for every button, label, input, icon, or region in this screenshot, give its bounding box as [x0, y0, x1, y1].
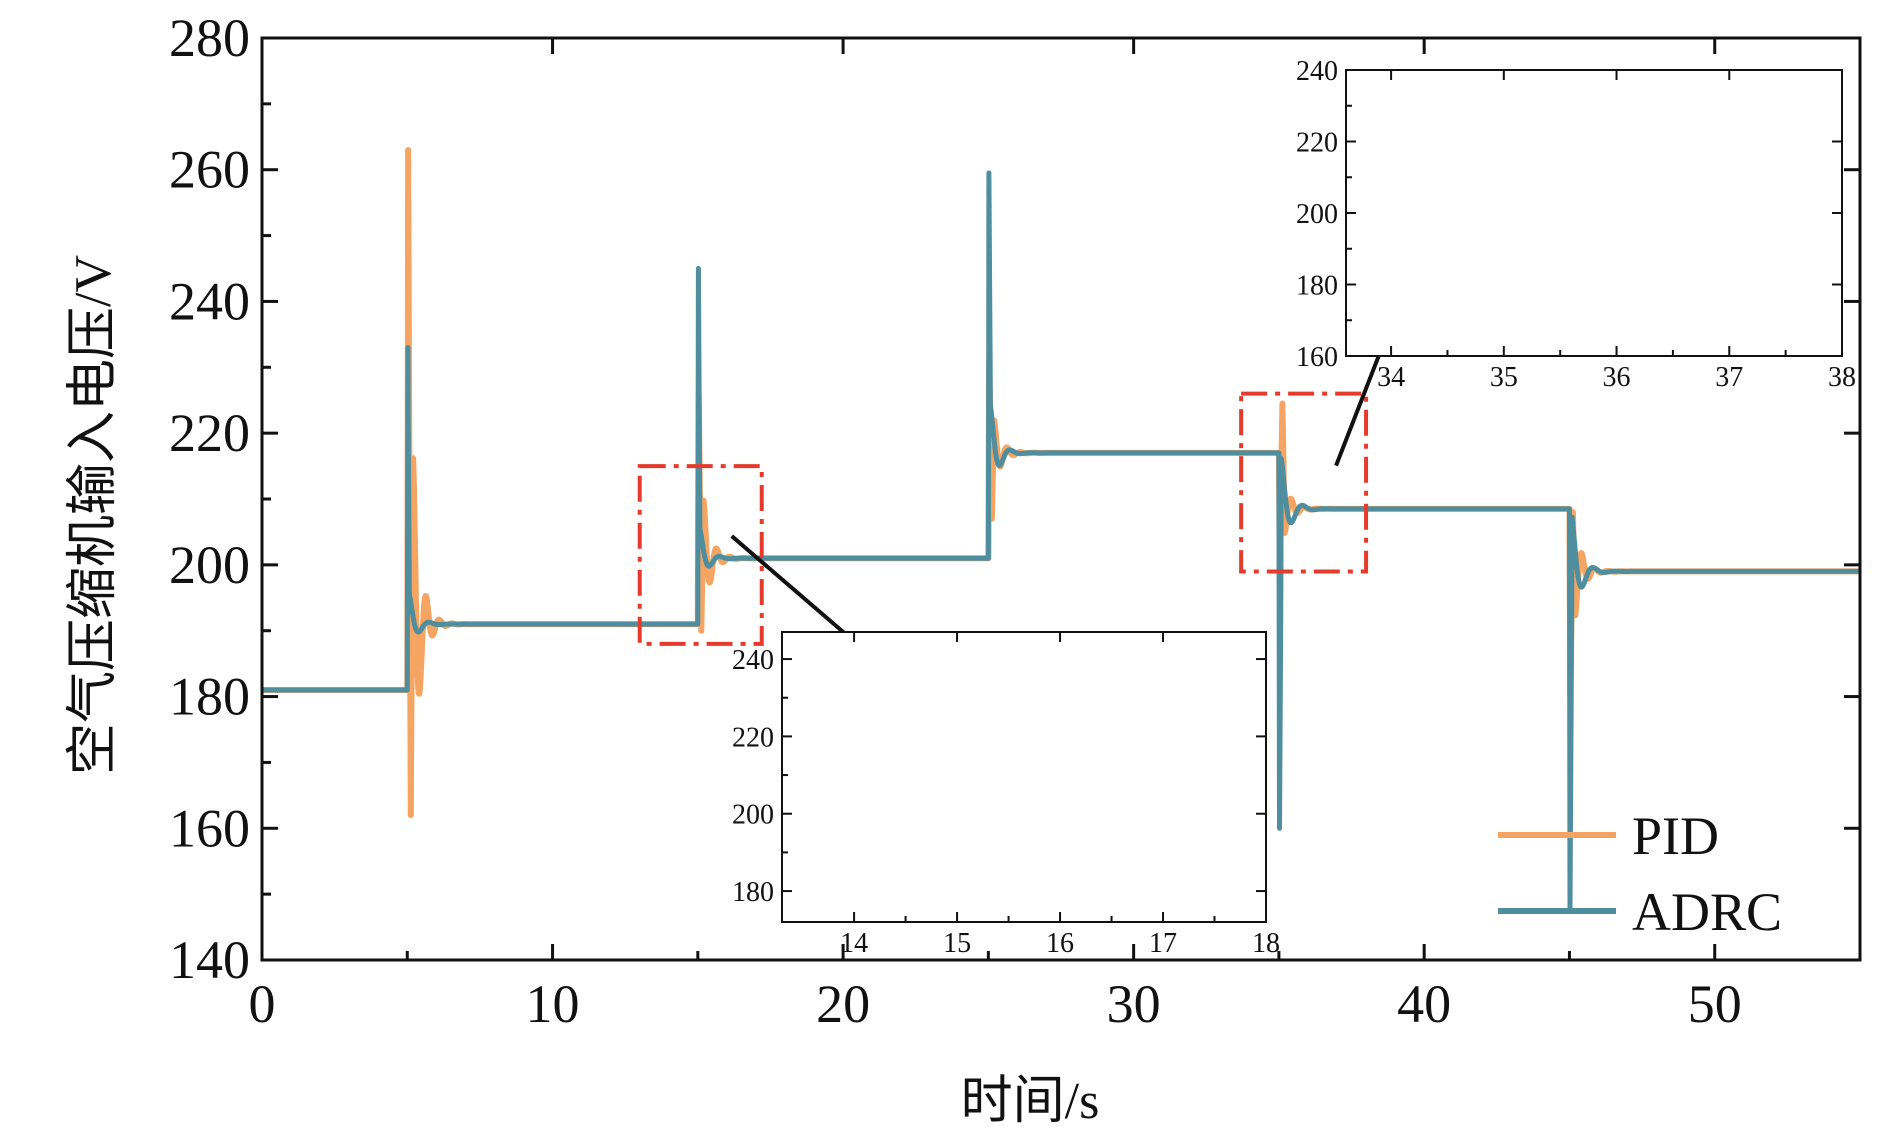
inset-axes: 14 15 16 17 18 180 200 220 240 — [732, 631, 1280, 959]
zoom-region-box-2 — [1239, 391, 1369, 574]
y-tick-label: 240 — [169, 271, 250, 331]
y-tick-label: 220 — [169, 403, 250, 463]
y-axis-title: 空气压缩机输入电压/V — [65, 255, 122, 775]
main-axes: 0 10 20 30 40 50 140 160 180 200 220 240 260 280 — [169, 8, 1862, 1034]
y-tick-label: 200 — [169, 535, 250, 595]
x-tick-label: 50 — [1688, 974, 1742, 1034]
x-tick-label: 30 — [1107, 974, 1161, 1034]
x-tick-label: 17 — [1149, 928, 1177, 959]
y-tick-label: 240 — [1296, 56, 1338, 87]
y-tick-label: 180 — [169, 667, 250, 727]
x-axis-title: 时间/s — [961, 1073, 1100, 1130]
series-line-ADRC — [262, 170, 1860, 910]
inset-axes: 34 35 36 37 38 160 180 200 220 240 — [1296, 56, 1856, 393]
inset-35s: 34 35 36 37 38 160 180 200 220 240 — [1296, 56, 1856, 393]
y-tick-label: 260 — [169, 140, 250, 200]
y-tick-label: 220 — [732, 722, 774, 753]
main-series-group — [262, 147, 1860, 910]
y-tick-label: 200 — [732, 800, 774, 831]
inset-frame — [781, 631, 1267, 923]
y-tick-label: 160 — [1296, 342, 1338, 373]
x-tick-label: 36 — [1603, 362, 1631, 393]
legend: PID ADRC — [1498, 806, 1782, 942]
x-tick-label: 14 — [840, 928, 868, 959]
x-tick-label: 18 — [1252, 928, 1280, 959]
y-tick-label: 160 — [169, 798, 250, 858]
x-tick-label: 40 — [1397, 974, 1451, 1034]
y-tick-label: 180 — [732, 877, 774, 908]
y-tick-label: 240 — [732, 645, 774, 676]
x-tick-label: 10 — [526, 974, 580, 1034]
y-tick-label: 180 — [1296, 271, 1338, 302]
y-tick-label: 280 — [169, 8, 250, 68]
zoom-region-box-1 — [637, 464, 764, 646]
x-tick-label: 16 — [1046, 928, 1074, 959]
inset-15s: 14 15 16 17 18 180 200 220 240 — [732, 631, 1280, 959]
y-tick-label: 200 — [1296, 199, 1338, 230]
legend-label-ADRC: ADRC — [1632, 882, 1782, 942]
x-tick-label: 34 — [1377, 362, 1405, 393]
x-tick-label: 15 — [943, 928, 971, 959]
y-tick-label: 220 — [1296, 128, 1338, 159]
inset-frame — [1345, 69, 1843, 357]
x-tick-label: 20 — [816, 974, 870, 1034]
main-plot: 0 10 20 30 40 50 140 160 180 200 220 240 260 280 — [169, 8, 1862, 1034]
legend-label-PID: PID — [1632, 806, 1719, 866]
y-tick-label: 140 — [169, 930, 250, 990]
x-tick-label: 35 — [1490, 362, 1518, 393]
x-tick-label: 0 — [249, 974, 276, 1034]
x-tick-label: 38 — [1828, 362, 1856, 393]
x-tick-label: 37 — [1715, 362, 1743, 393]
zoom-annotations — [637, 292, 1404, 677]
